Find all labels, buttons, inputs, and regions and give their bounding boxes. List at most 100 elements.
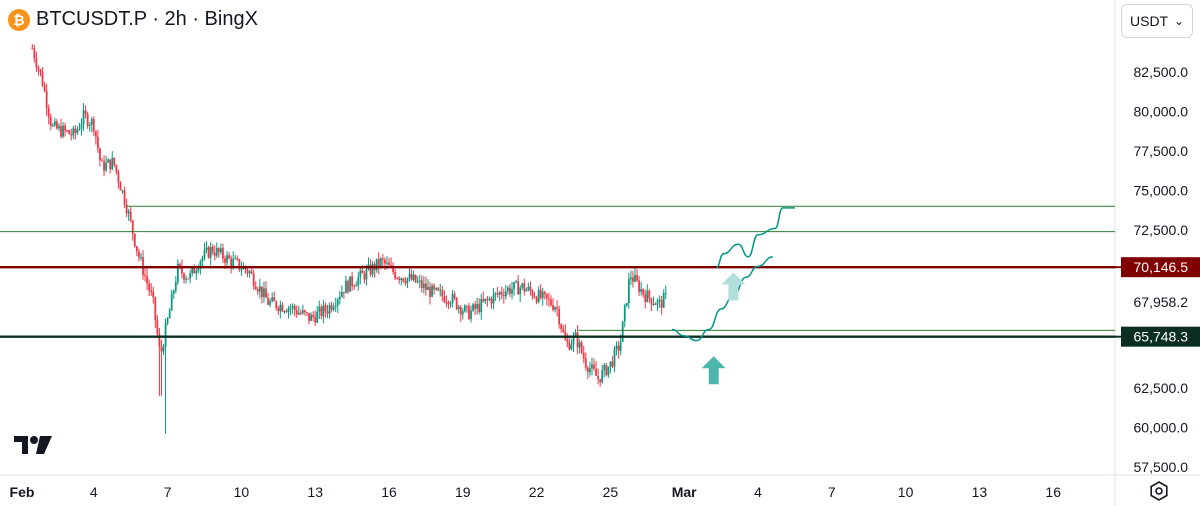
- candle-body: [474, 304, 476, 309]
- candle: [662, 289, 665, 308]
- candle: [470, 305, 472, 323]
- candle-body: [539, 289, 542, 298]
- candle: [109, 159, 112, 174]
- candle-body: [355, 285, 358, 287]
- candle-body: [51, 125, 54, 127]
- candle-body: [125, 204, 128, 214]
- candle: [328, 302, 331, 319]
- candle: [453, 291, 456, 301]
- candle: [525, 287, 528, 292]
- candle: [90, 117, 93, 133]
- candle-body: [53, 121, 56, 126]
- candle: [414, 274, 417, 284]
- candle-body: [258, 286, 261, 292]
- currency-selector[interactable]: USDT ⌄: [1121, 4, 1193, 38]
- candle-body: [525, 289, 528, 292]
- candle-body: [70, 134, 73, 136]
- candle: [68, 129, 71, 135]
- symbol-header[interactable]: ₿ BTCUSDT.P · 2h · BingX: [8, 8, 258, 31]
- candle: [304, 309, 306, 316]
- candle-body: [347, 280, 349, 292]
- candle: [343, 291, 345, 300]
- candle: [490, 296, 493, 309]
- candle: [193, 264, 196, 274]
- settings-gear-icon[interactable]: [1148, 480, 1170, 502]
- candle: [88, 121, 91, 132]
- candle: [601, 364, 604, 384]
- candle-body: [390, 265, 392, 267]
- candle-body: [109, 159, 112, 170]
- candle: [599, 379, 602, 387]
- candle-body: [482, 298, 485, 302]
- candle-body: [195, 271, 198, 274]
- candle-body: [158, 334, 161, 347]
- candle-body: [68, 130, 71, 135]
- candle: [570, 339, 573, 351]
- candle-body: [476, 303, 479, 309]
- candle-body: [74, 128, 77, 133]
- price-label-box: [1121, 257, 1200, 278]
- candle-body: [654, 303, 657, 305]
- candle-body: [388, 262, 390, 266]
- candle: [119, 181, 122, 191]
- candle: [156, 315, 159, 338]
- candle-body: [556, 307, 558, 309]
- candle: [396, 276, 399, 280]
- candle-body: [299, 312, 302, 314]
- candle-body: [636, 275, 638, 281]
- candle: [656, 298, 659, 311]
- candle: [215, 242, 218, 258]
- candle-body: [148, 283, 151, 291]
- candle-body: [507, 287, 509, 292]
- candle: [576, 325, 579, 355]
- candle-body: [35, 58, 38, 68]
- candle-body: [441, 290, 444, 297]
- candle-body: [43, 85, 46, 91]
- candle: [62, 122, 64, 139]
- candle: [431, 283, 433, 298]
- candle-body: [197, 268, 200, 272]
- candle-body: [554, 307, 556, 310]
- candle-body: [269, 301, 271, 305]
- candle-body: [289, 307, 292, 309]
- candle-body: [107, 159, 110, 163]
- candle: [367, 257, 370, 271]
- candle-body: [478, 303, 481, 313]
- candle-body: [340, 292, 343, 297]
- candle: [322, 300, 325, 324]
- candle: [142, 250, 144, 281]
- candle: [86, 111, 89, 129]
- candle-body: [404, 281, 407, 284]
- candle: [279, 300, 282, 319]
- candle-body: [154, 297, 157, 321]
- candle-body: [591, 364, 593, 369]
- candle: [256, 286, 259, 295]
- candle: [574, 328, 577, 337]
- candle: [441, 285, 444, 302]
- candle-body: [615, 345, 618, 349]
- candle-body: [535, 297, 538, 302]
- candle: [539, 284, 542, 300]
- candle: [115, 164, 118, 175]
- candle-body: [60, 125, 62, 137]
- candle-body: [99, 148, 101, 161]
- candle-body: [334, 305, 337, 307]
- candle-body: [593, 364, 595, 369]
- candle: [271, 292, 274, 303]
- candle-body: [215, 247, 218, 256]
- candle: [589, 361, 591, 377]
- candle-body: [384, 259, 386, 264]
- candle: [146, 268, 148, 291]
- candle: [474, 301, 476, 316]
- candle: [302, 304, 304, 315]
- candle-body: [504, 291, 507, 297]
- candle: [455, 297, 458, 311]
- candle: [162, 344, 165, 355]
- candle: [496, 286, 499, 298]
- candle: [174, 276, 177, 294]
- price-label-text: 65,748.3: [1134, 329, 1189, 345]
- candle: [314, 310, 317, 327]
- candle: [316, 305, 319, 324]
- candle: [488, 296, 491, 302]
